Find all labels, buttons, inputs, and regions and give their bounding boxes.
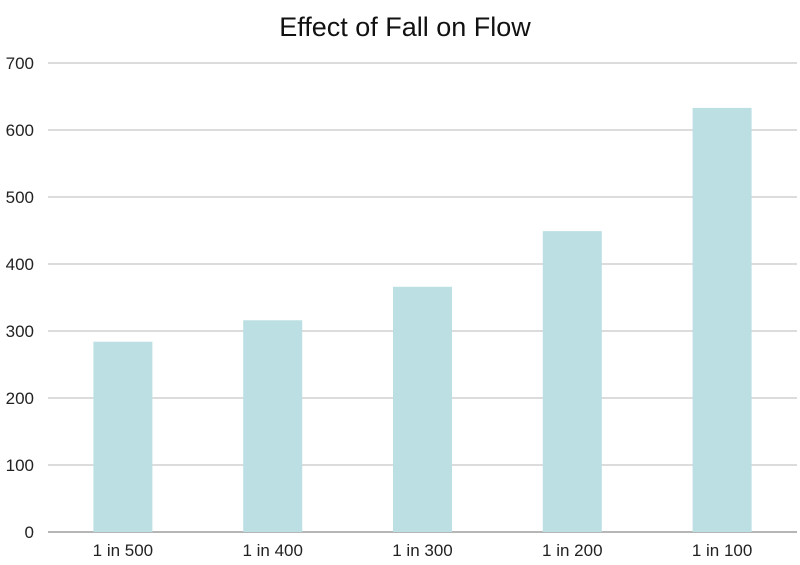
gridlines: [48, 62, 797, 533]
y-tick-label: 600: [6, 121, 34, 140]
chart-title: Effect of Fall on Flow: [279, 12, 531, 42]
y-tick-label: 100: [6, 456, 34, 475]
y-tick-label: 300: [6, 322, 34, 341]
x-tick-label: 1 in 300: [392, 541, 453, 560]
x-tick-label: 1 in 100: [692, 541, 753, 560]
bar: [93, 341, 153, 532]
bar: [542, 231, 602, 533]
y-tick-label: 500: [6, 188, 34, 207]
x-tick-label: 1 in 400: [242, 541, 303, 560]
x-axis-ticks: 1 in 500 1 in 400 1 in 300 1 in 200 1 in 100: [93, 541, 753, 560]
y-axis-ticks: 0 100 200 300 400 500 600 700: [6, 54, 34, 542]
y-tick-label: 700: [6, 54, 34, 73]
y-tick-label: 400: [6, 255, 34, 274]
bar: [243, 320, 303, 532]
bar: [393, 286, 452, 532]
y-tick-label: 0: [25, 523, 34, 542]
y-tick-label: 200: [6, 389, 34, 408]
bar: [692, 107, 752, 532]
x-tick-label: 1 in 500: [93, 541, 154, 560]
x-tick-label: 1 in 200: [542, 541, 603, 560]
bars: [93, 107, 752, 533]
